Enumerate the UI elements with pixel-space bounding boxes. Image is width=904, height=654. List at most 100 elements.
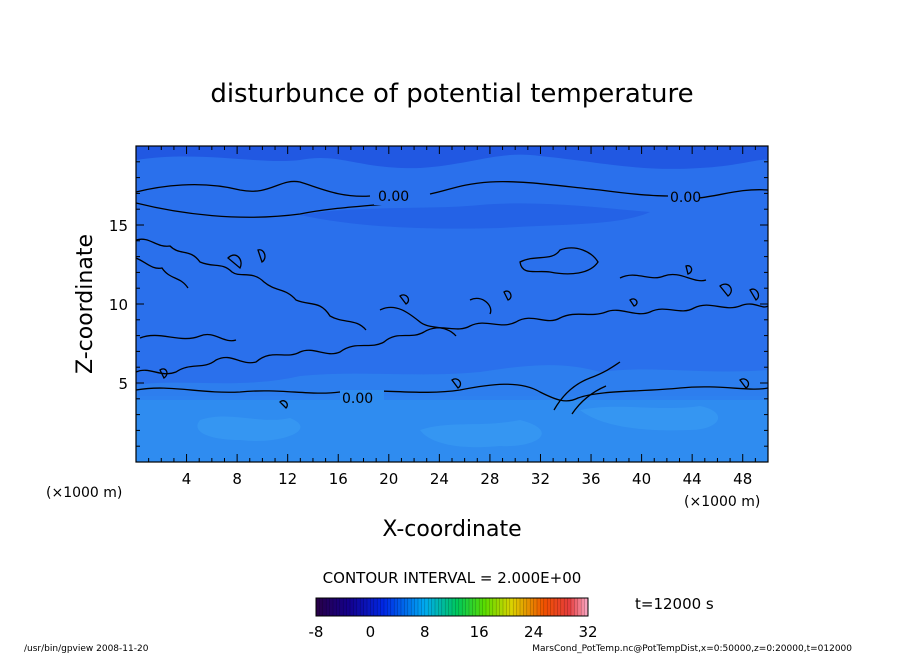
colorbar-cell <box>530 598 534 616</box>
colorbar-cell <box>543 598 548 616</box>
colorbar-cell <box>441 598 446 616</box>
contour-line <box>136 180 768 199</box>
colorbar-cell <box>455 598 460 616</box>
time-label: t=12000 s <box>635 595 714 613</box>
colorbar-cell <box>486 598 490 616</box>
colorbar-cell <box>438 598 443 616</box>
colorbar-tick-label: -8 <box>309 623 324 641</box>
y-tick-label: 15 <box>109 217 128 235</box>
x-tick-label: 40 <box>632 470 651 488</box>
colorbar-cell <box>424 598 429 616</box>
colorbar-cell <box>458 598 463 616</box>
y-axis-ticks: 5 10 15 <box>109 145 768 463</box>
colorbar-cell <box>367 598 371 616</box>
colorbar-cell <box>356 598 361 616</box>
colorbar-cell <box>445 598 449 616</box>
x-unit-right: (×1000 m) <box>684 494 760 510</box>
colorbar-cell <box>333 598 337 616</box>
y-axis-label: Z-coordinate <box>73 234 98 374</box>
colorbar-cell <box>346 598 351 616</box>
field-upper <box>136 146 768 400</box>
colorbar-cell <box>394 598 398 616</box>
colorbar-cell <box>557 598 562 616</box>
colorbar-cell <box>520 598 524 616</box>
colorbar-cell <box>360 598 364 616</box>
contour-label-bg <box>374 187 424 205</box>
x-tick-label: 36 <box>581 470 600 488</box>
colorbar-cell <box>390 598 395 616</box>
colorbar-cell <box>316 598 320 616</box>
colorbar-cell <box>404 598 409 616</box>
colorbar-cell <box>418 598 422 616</box>
x-tick-label: 32 <box>531 470 550 488</box>
colorbar-cell <box>452 598 456 616</box>
contour-line <box>136 238 367 331</box>
colorbar-tick-label: 24 <box>524 623 543 641</box>
colorbar-cell <box>411 598 415 616</box>
colorbar <box>315 598 589 616</box>
colorbar-cell <box>479 598 483 616</box>
colorbar-cell <box>584 598 589 616</box>
x-tick-label: 16 <box>329 470 348 488</box>
contour-label-bg <box>668 188 700 206</box>
y-tick-label: 5 <box>118 375 128 393</box>
footer-right: MarsCond_PotTemp.nc@PotTempDist,x=0:5000… <box>532 644 852 654</box>
colorbar-cell <box>581 598 585 616</box>
colorbar-cell <box>516 598 521 616</box>
field-dark-region <box>136 146 768 169</box>
x-tick-label: 8 <box>232 470 242 488</box>
contour-line <box>553 361 621 415</box>
contour-line <box>136 303 768 375</box>
y-tick-label: 10 <box>109 296 128 314</box>
colorbar-cell <box>499 598 504 616</box>
colorbar-cell <box>363 598 368 616</box>
colorbar-cell <box>448 598 453 616</box>
contour-label: 0.00 <box>342 391 373 407</box>
contour-line <box>159 265 750 409</box>
colorbar-tick-label: 32 <box>578 623 597 641</box>
colorbar-cell <box>343 598 347 616</box>
colorbar-cell <box>435 598 439 616</box>
contour-labels: 0.00 0.00 0.00 <box>340 187 701 407</box>
contour-line <box>136 383 768 402</box>
colorbar-cell <box>577 598 582 616</box>
colorbar-cell <box>537 598 541 616</box>
colorbar-cell <box>506 598 511 616</box>
colorbar-cell <box>465 598 470 616</box>
colorbar-cell <box>384 598 388 616</box>
field-light-patch <box>420 420 542 448</box>
colorbar-cell <box>370 598 375 616</box>
x-tick-label: 12 <box>278 470 297 488</box>
colorbar-cell <box>401 598 405 616</box>
x-unit-left: (×1000 m) <box>46 485 122 501</box>
field-light-patch <box>197 416 301 441</box>
x-tick-label: 24 <box>430 470 449 488</box>
colorbar-cell <box>492 598 497 616</box>
contour-label-bg <box>340 390 384 406</box>
colorbar-cell <box>380 598 385 616</box>
colorbar-cell <box>571 598 575 616</box>
colorbar-cell <box>414 598 419 616</box>
contour-label: 0.00 <box>670 190 701 206</box>
field-dark-region <box>300 203 650 229</box>
contour-line <box>139 247 760 342</box>
colorbar-cell <box>574 598 579 616</box>
x-tick-label: 44 <box>683 470 702 488</box>
x-tick-label: 48 <box>733 470 752 488</box>
colorbar-cell <box>322 598 327 616</box>
colorbar-cell <box>319 598 324 616</box>
x-axis-ticks: 4 8 12 16 20 24 28 32 36 40 44 48 <box>135 146 769 488</box>
colorbar-cell <box>489 598 494 616</box>
colorbar-cell <box>550 598 555 616</box>
colorbar-cell <box>387 598 392 616</box>
x-tick-label: 20 <box>379 470 398 488</box>
contour-interval: CONTOUR INTERVAL = 2.000E+00 <box>323 569 582 587</box>
x-axis-label: X-coordinate <box>382 517 521 542</box>
field-light-patch <box>580 406 719 431</box>
colorbar-tick-label: 8 <box>420 623 430 641</box>
x-tick-label: 4 <box>182 470 192 488</box>
footer-left: /usr/bin/gpview 2008-11-20 <box>24 644 149 654</box>
colorbar-frame <box>315 597 589 617</box>
colorbar-tick-labels: -8 0 8 16 24 32 <box>309 623 598 641</box>
